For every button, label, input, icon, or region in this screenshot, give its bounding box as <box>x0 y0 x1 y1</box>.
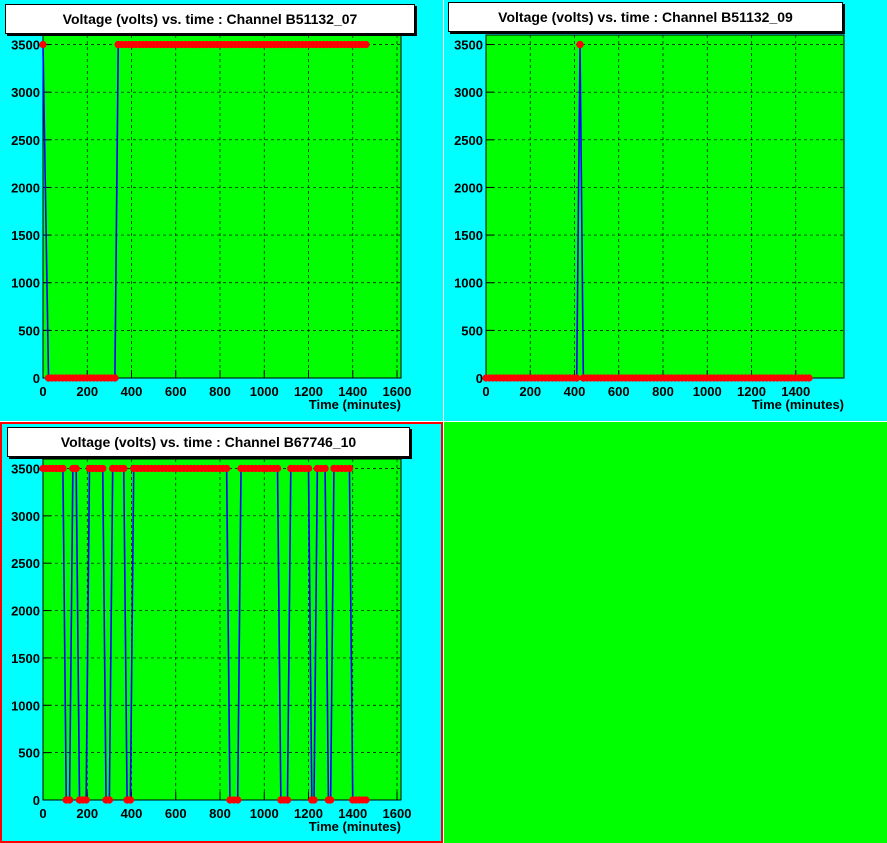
x-tick-label: 1400 <box>781 384 810 399</box>
pad-empty[interactable] <box>444 422 887 843</box>
chart-b51132-07: 0 200 400 600 800 1000 1200 1400 1600 0 500 1000 150… <box>11 34 412 412</box>
x-tick-label: 800 <box>209 384 231 399</box>
data-point <box>576 40 584 49</box>
y-tick-label: 500 <box>18 323 40 338</box>
x-tick-label: 600 <box>165 806 187 821</box>
chart-b51132-09: 0 200 400 600 800 1000 1200 1400 0 500 1000 1500 200… <box>454 34 845 412</box>
x-tick-label: 600 <box>165 384 187 399</box>
data-point <box>283 796 292 804</box>
x-axis-title: Time (minutes) <box>752 397 844 412</box>
y-tick-label: 1000 <box>11 276 40 291</box>
y-tick-label: 3500 <box>11 38 40 53</box>
data-point <box>310 796 318 804</box>
chart-title: Voltage (volts) vs. time : Channel B5113… <box>448 2 843 32</box>
data-point <box>234 796 242 804</box>
x-tick-label: 1000 <box>250 384 279 399</box>
x-tick-label: 400 <box>121 384 143 399</box>
plot-frame <box>42 458 402 801</box>
x-tick-label: 200 <box>76 806 98 821</box>
x-tick-label: 0 <box>482 384 489 399</box>
x-tick-label: 800 <box>652 384 674 399</box>
y-tick-label: 3000 <box>454 85 483 100</box>
pad-chart-b51132-09[interactable]: 0 200 400 600 800 1000 1200 1400 0 500 1000 1500 200… <box>444 0 887 421</box>
pad-chart-b51132-07[interactable]: 0 200 400 600 800 1000 1200 1400 1600 0 500 1000 150… <box>0 0 443 421</box>
chart-title: Voltage (volts) vs. time : Channel B6774… <box>7 427 410 457</box>
y-tick-label: 1500 <box>11 651 40 666</box>
y-tick-label: 2500 <box>11 133 40 148</box>
series-line <box>43 467 367 801</box>
x-tick-label: 800 <box>209 806 231 821</box>
data-point <box>72 464 80 473</box>
plot-frame <box>485 34 845 379</box>
data-point <box>111 374 119 382</box>
x-tick-label: 1000 <box>693 384 722 399</box>
x-tick-label: 200 <box>519 384 541 399</box>
x-tick-label: 0 <box>39 806 46 821</box>
data-point <box>321 464 329 473</box>
data-point <box>126 796 134 804</box>
y-tick-label: 0 <box>33 371 40 386</box>
data-point <box>362 796 370 804</box>
data-point <box>39 40 47 49</box>
pad-chart-b67746-10[interactable]: 0 200 400 600 800 1000 1200 1400 1600 0 500 1000 150… <box>0 422 443 843</box>
x-tick-label: 1400 <box>338 384 367 399</box>
data-point <box>304 464 313 473</box>
y-tick-label: 3500 <box>11 461 40 476</box>
y-tick-label: 500 <box>18 746 40 761</box>
chart-b67746-10: 0 200 400 600 800 1000 1200 1400 1600 0 500 1000 150… <box>11 458 412 834</box>
y-tick-label: 2500 <box>11 556 40 571</box>
y-tick-label: 3500 <box>454 38 483 53</box>
data-point <box>59 464 67 473</box>
data-point <box>573 374 581 382</box>
data-point <box>82 796 90 804</box>
data-point <box>120 464 128 473</box>
x-tick-label: 1600 <box>383 806 412 821</box>
y-tick-label: 1500 <box>454 228 483 243</box>
y-tick-label: 0 <box>476 371 483 386</box>
x-tick-label: 1600 <box>383 384 412 399</box>
chart-title: Voltage (volts) vs. time : Channel B5113… <box>5 4 415 34</box>
data-point <box>362 40 370 49</box>
data-point <box>105 796 113 804</box>
data-point <box>345 464 354 473</box>
y-tick-label: 1500 <box>11 228 40 243</box>
data-point <box>223 464 231 473</box>
data-point <box>65 796 74 804</box>
x-tick-label: 1200 <box>737 384 766 399</box>
x-tick-label: 1200 <box>294 384 323 399</box>
x-tick-label: 400 <box>564 384 586 399</box>
y-tick-label: 1000 <box>454 276 483 291</box>
y-tick-label: 2000 <box>454 180 483 195</box>
y-tick-label: 0 <box>33 793 40 808</box>
x-tick-label: 400 <box>121 806 143 821</box>
x-tick-label: 1200 <box>294 806 323 821</box>
y-tick-label: 2000 <box>11 180 40 195</box>
data-point <box>327 796 335 804</box>
y-tick-label: 1000 <box>11 698 40 713</box>
x-axis-title: Time (minutes) <box>309 819 401 834</box>
data-point <box>99 464 107 473</box>
x-tick-label: 1000 <box>250 806 279 821</box>
y-tick-label: 3000 <box>11 85 40 100</box>
x-tick-label: 200 <box>76 384 98 399</box>
plot-frame <box>42 34 402 379</box>
y-tick-label: 2000 <box>11 604 40 619</box>
y-tick-label: 3000 <box>11 509 40 524</box>
data-point <box>805 374 813 382</box>
x-tick-label: 600 <box>608 384 630 399</box>
x-tick-label: 0 <box>39 384 46 399</box>
y-tick-label: 2500 <box>454 133 483 148</box>
y-tick-label: 500 <box>461 323 483 338</box>
x-axis-title: Time (minutes) <box>309 397 401 412</box>
x-tick-label: 1400 <box>338 806 367 821</box>
data-point <box>273 464 282 473</box>
